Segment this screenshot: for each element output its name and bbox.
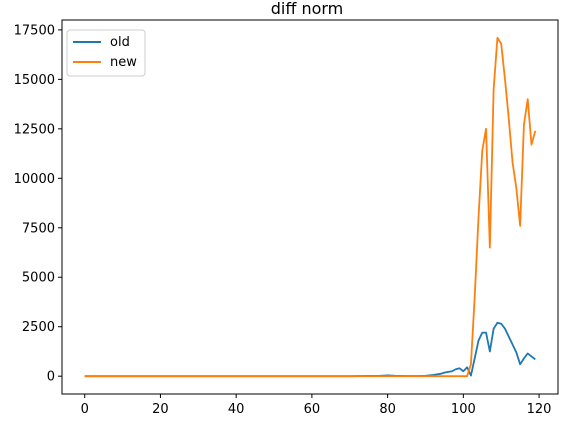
y-tick-label: 17500 xyxy=(14,23,55,38)
y-tick-label: 2500 xyxy=(22,320,55,335)
x-axis: 0 20 40 60 80 100 120 xyxy=(81,394,552,417)
series-line-new xyxy=(84,36,537,378)
y-axis: 0 2500 5000 7500 10000 12500 15000 17500 xyxy=(14,23,62,385)
x-tick-label: 100 xyxy=(451,402,476,417)
x-tick-label: 120 xyxy=(527,402,552,417)
y-tick-label: 15000 xyxy=(14,73,55,88)
legend-label-new: new xyxy=(110,55,137,70)
series-layer xyxy=(84,36,537,378)
y-tick-label: 5000 xyxy=(22,271,55,286)
x-tick-label: 80 xyxy=(379,402,396,417)
y-tick-label: 0 xyxy=(47,370,55,385)
y-tick-label: 7500 xyxy=(22,221,55,236)
x-tick-label: 60 xyxy=(304,402,321,417)
legend: old new xyxy=(66,29,146,77)
legend-label-old: old xyxy=(110,35,130,50)
x-tick-label: 40 xyxy=(228,402,245,417)
x-tick-label: 0 xyxy=(81,402,89,417)
plot-frame xyxy=(61,19,559,395)
plot-area xyxy=(62,20,558,394)
x-tick-label: 20 xyxy=(152,402,169,417)
chart-title: diff norm xyxy=(271,0,344,18)
y-tick-label: 12500 xyxy=(14,122,55,137)
y-tick-label: 10000 xyxy=(14,172,55,187)
